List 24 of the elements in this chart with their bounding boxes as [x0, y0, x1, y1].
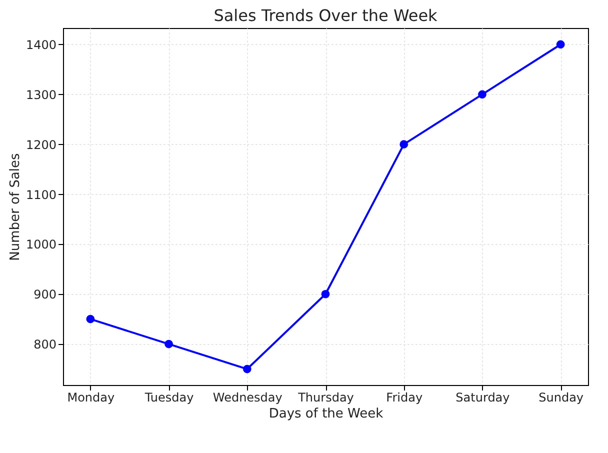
point: [86, 314, 95, 324]
y-tick-label: 900: [34, 288, 56, 302]
x-tick-label: Sunday: [538, 390, 584, 404]
point: [164, 340, 173, 348]
point: [478, 90, 486, 99]
x-tick-label: Thursday: [297, 390, 354, 404]
x-tick-label: Tuesday: [144, 390, 194, 404]
y-tick-label: 1200: [26, 138, 56, 152]
y-tick-label: 1300: [26, 88, 56, 102]
x-tick-label: Wednesday: [212, 390, 282, 404]
x-tick-label: Friday: [386, 390, 423, 404]
x-tick-label: Saturday: [456, 390, 510, 404]
x-axis-title: Days of the Week: [268, 406, 384, 422]
point: [400, 140, 408, 149]
point: [242, 364, 252, 374]
point: [321, 290, 330, 298]
chart-title: Sales Trends Over the Week: [214, 6, 438, 25]
y-tick-label: 1000: [26, 238, 56, 252]
x-tick-label: Monday: [67, 390, 115, 404]
y-tick-label: 1400: [26, 38, 56, 52]
y-tick-label: 800: [34, 338, 56, 352]
y-tick-label: 1100: [26, 188, 56, 202]
y-axis-title: Number of Sales: [8, 152, 23, 261]
point: [556, 40, 565, 49]
